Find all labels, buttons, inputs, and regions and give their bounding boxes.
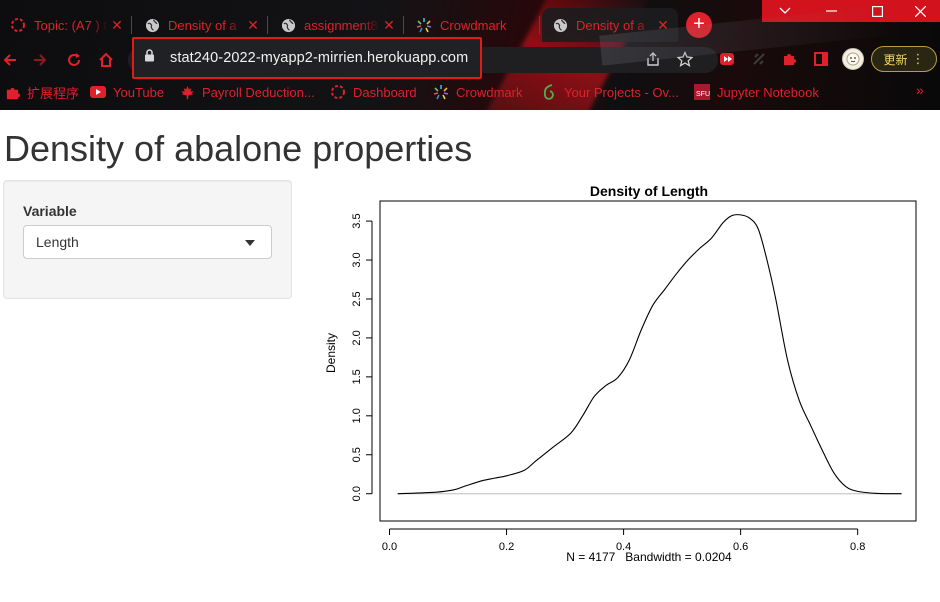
bookmark-star-icon[interactable] [674, 48, 696, 70]
y-tick-label: 3.0 [351, 252, 363, 267]
bookmarks-overflow-icon[interactable]: » [916, 82, 924, 98]
x-tick-label: 0.4 [616, 541, 631, 553]
bookmark-label: Crowdmark [456, 84, 523, 100]
tab-title: Topic: (A7 ) t [34, 17, 107, 33]
lock-icon[interactable] [144, 49, 158, 67]
chevron-down-icon [245, 240, 255, 246]
tab-title: Crowdmark [440, 17, 507, 33]
chart-title: Density of Length [590, 183, 708, 199]
y-tick-label: 2.0 [351, 330, 363, 345]
profile-avatar[interactable] [842, 48, 864, 70]
close-icon[interactable]: ✕ [383, 16, 395, 33]
maple-leaf-icon [179, 84, 195, 100]
variable-select[interactable]: Length [23, 225, 272, 259]
density-curve [397, 214, 902, 495]
bookmark-label: 扩展程序 [27, 85, 80, 101]
share-icon[interactable] [642, 48, 664, 70]
close-icon[interactable]: ✕ [247, 16, 259, 33]
ring-icon [10, 17, 26, 33]
close-window-button[interactable] [900, 0, 940, 22]
sidebar-panel-icon[interactable] [810, 48, 832, 70]
ring-icon [330, 84, 346, 100]
y-tick-label: 2.5 [351, 291, 363, 306]
y-tick-label: 3.5 [351, 213, 363, 228]
x-tick-label: 0.2 [499, 541, 514, 553]
bookmark-label: Jupyter Notebook [717, 84, 819, 100]
youtube-icon [90, 84, 106, 100]
tab-search-button[interactable] [762, 0, 808, 22]
bookmark-jupyter[interactable]: SFU Jupyter Notebook [694, 82, 819, 102]
x-tick-label: 0.6 [733, 541, 748, 553]
puzzle-icon [4, 84, 20, 100]
reload-button[interactable] [62, 48, 86, 72]
tab-title: assignment8 [304, 17, 378, 33]
x-tick-label: 0.8 [850, 541, 865, 553]
x-axis-label: N = 4177 Bandwidth = 0.0204 [566, 550, 732, 564]
overleaf-icon [541, 84, 557, 100]
page-title: Density of abalone properties [4, 128, 473, 169]
sidebar-panel: Variable Length [3, 180, 292, 299]
back-button[interactable] [0, 48, 22, 72]
update-button-label: 更新 [883, 52, 908, 67]
bookmark-dashboard[interactable]: Dashboard [330, 82, 417, 102]
address-bar[interactable]: stat240-2022-myapp2-mirrien.herokuapp.co… [132, 37, 482, 79]
bookmark-extensions[interactable]: 扩展程序 [4, 82, 79, 102]
bookmark-payroll[interactable]: Payroll Deduction... [179, 82, 315, 102]
extension-link-icon[interactable] [748, 48, 770, 70]
variable-selected-value: Length [36, 234, 79, 250]
bookmark-label: Payroll Deduction... [202, 84, 315, 100]
y-tick-label: 1.0 [351, 408, 363, 423]
extension-red-icon[interactable] [716, 48, 738, 70]
plot-frame [379, 200, 917, 522]
bookmark-overleaf[interactable]: Your Projects - Ov... [541, 82, 679, 102]
tab-title: Density of a [576, 17, 645, 33]
y-tick-label: 1.5 [351, 369, 363, 384]
forward-button[interactable] [28, 48, 52, 72]
tab-title: Density of a [168, 17, 237, 33]
home-button[interactable] [94, 48, 118, 72]
globe-icon [552, 17, 568, 33]
crowdmark-icon [433, 84, 449, 100]
globe-icon [144, 17, 160, 33]
x-tick-label: 0.0 [382, 541, 397, 553]
bookmark-label: Your Projects - Ov... [564, 84, 679, 100]
variable-label: Variable [23, 203, 77, 219]
tab-density-active[interactable]: Density of a ✕ [542, 8, 678, 42]
tab-density-1[interactable]: Density of a ✕ [134, 8, 268, 42]
bookmark-label: YouTube [113, 84, 165, 100]
bookmark-label: Dashboard [353, 84, 417, 100]
new-tab-button[interactable]: + [686, 12, 712, 38]
sfu-icon: SFU [694, 84, 710, 100]
y-axis-label: Density [324, 333, 338, 373]
url-text: stat240-2022-myapp2-mirrien.herokuapp.co… [170, 50, 469, 66]
tab-assignment[interactable]: assignment8 ✕ [270, 8, 404, 42]
minimize-button[interactable] [808, 0, 854, 22]
update-button[interactable]: 更新 ⋮ [871, 46, 937, 72]
y-axis: 0.0 0.5 1.0 1.5 2.0 2.5 3.0 3.5 [351, 213, 373, 501]
x-axis: 0.0 0.2 0.4 0.6 0.8 [382, 528, 865, 553]
globe-icon [280, 17, 296, 33]
close-icon[interactable]: ✕ [657, 16, 669, 33]
extensions-puzzle-icon[interactable] [778, 48, 800, 70]
bookmarks-bar: 扩展程序 YouTube Payroll Deduction... Dashbo… [0, 80, 940, 104]
bookmark-crowdmark[interactable]: Crowdmark [433, 82, 522, 102]
crowdmark-icon [416, 17, 432, 33]
close-icon[interactable]: ✕ [111, 16, 123, 33]
y-tick-label: 0.0 [351, 486, 363, 501]
tab-topic[interactable]: Topic: (A7 ) t ✕ [0, 8, 132, 42]
tab-crowdmark[interactable]: Crowdmark [406, 8, 540, 42]
browser-chrome: Topic: (A7 ) t ✕ Density of a ✕ assignme… [0, 0, 940, 110]
svg-text:SFU: SFU [696, 91, 710, 98]
more-menu-icon: ⋮ [911, 51, 925, 66]
y-tick-label: 0.5 [351, 447, 363, 462]
maximize-button[interactable] [854, 0, 900, 22]
bookmark-youtube[interactable]: YouTube [90, 82, 164, 102]
density-plot: Density of Length 0.0 0.2 0.4 0.6 0.8 0.0 0.5… [324, 183, 917, 564]
